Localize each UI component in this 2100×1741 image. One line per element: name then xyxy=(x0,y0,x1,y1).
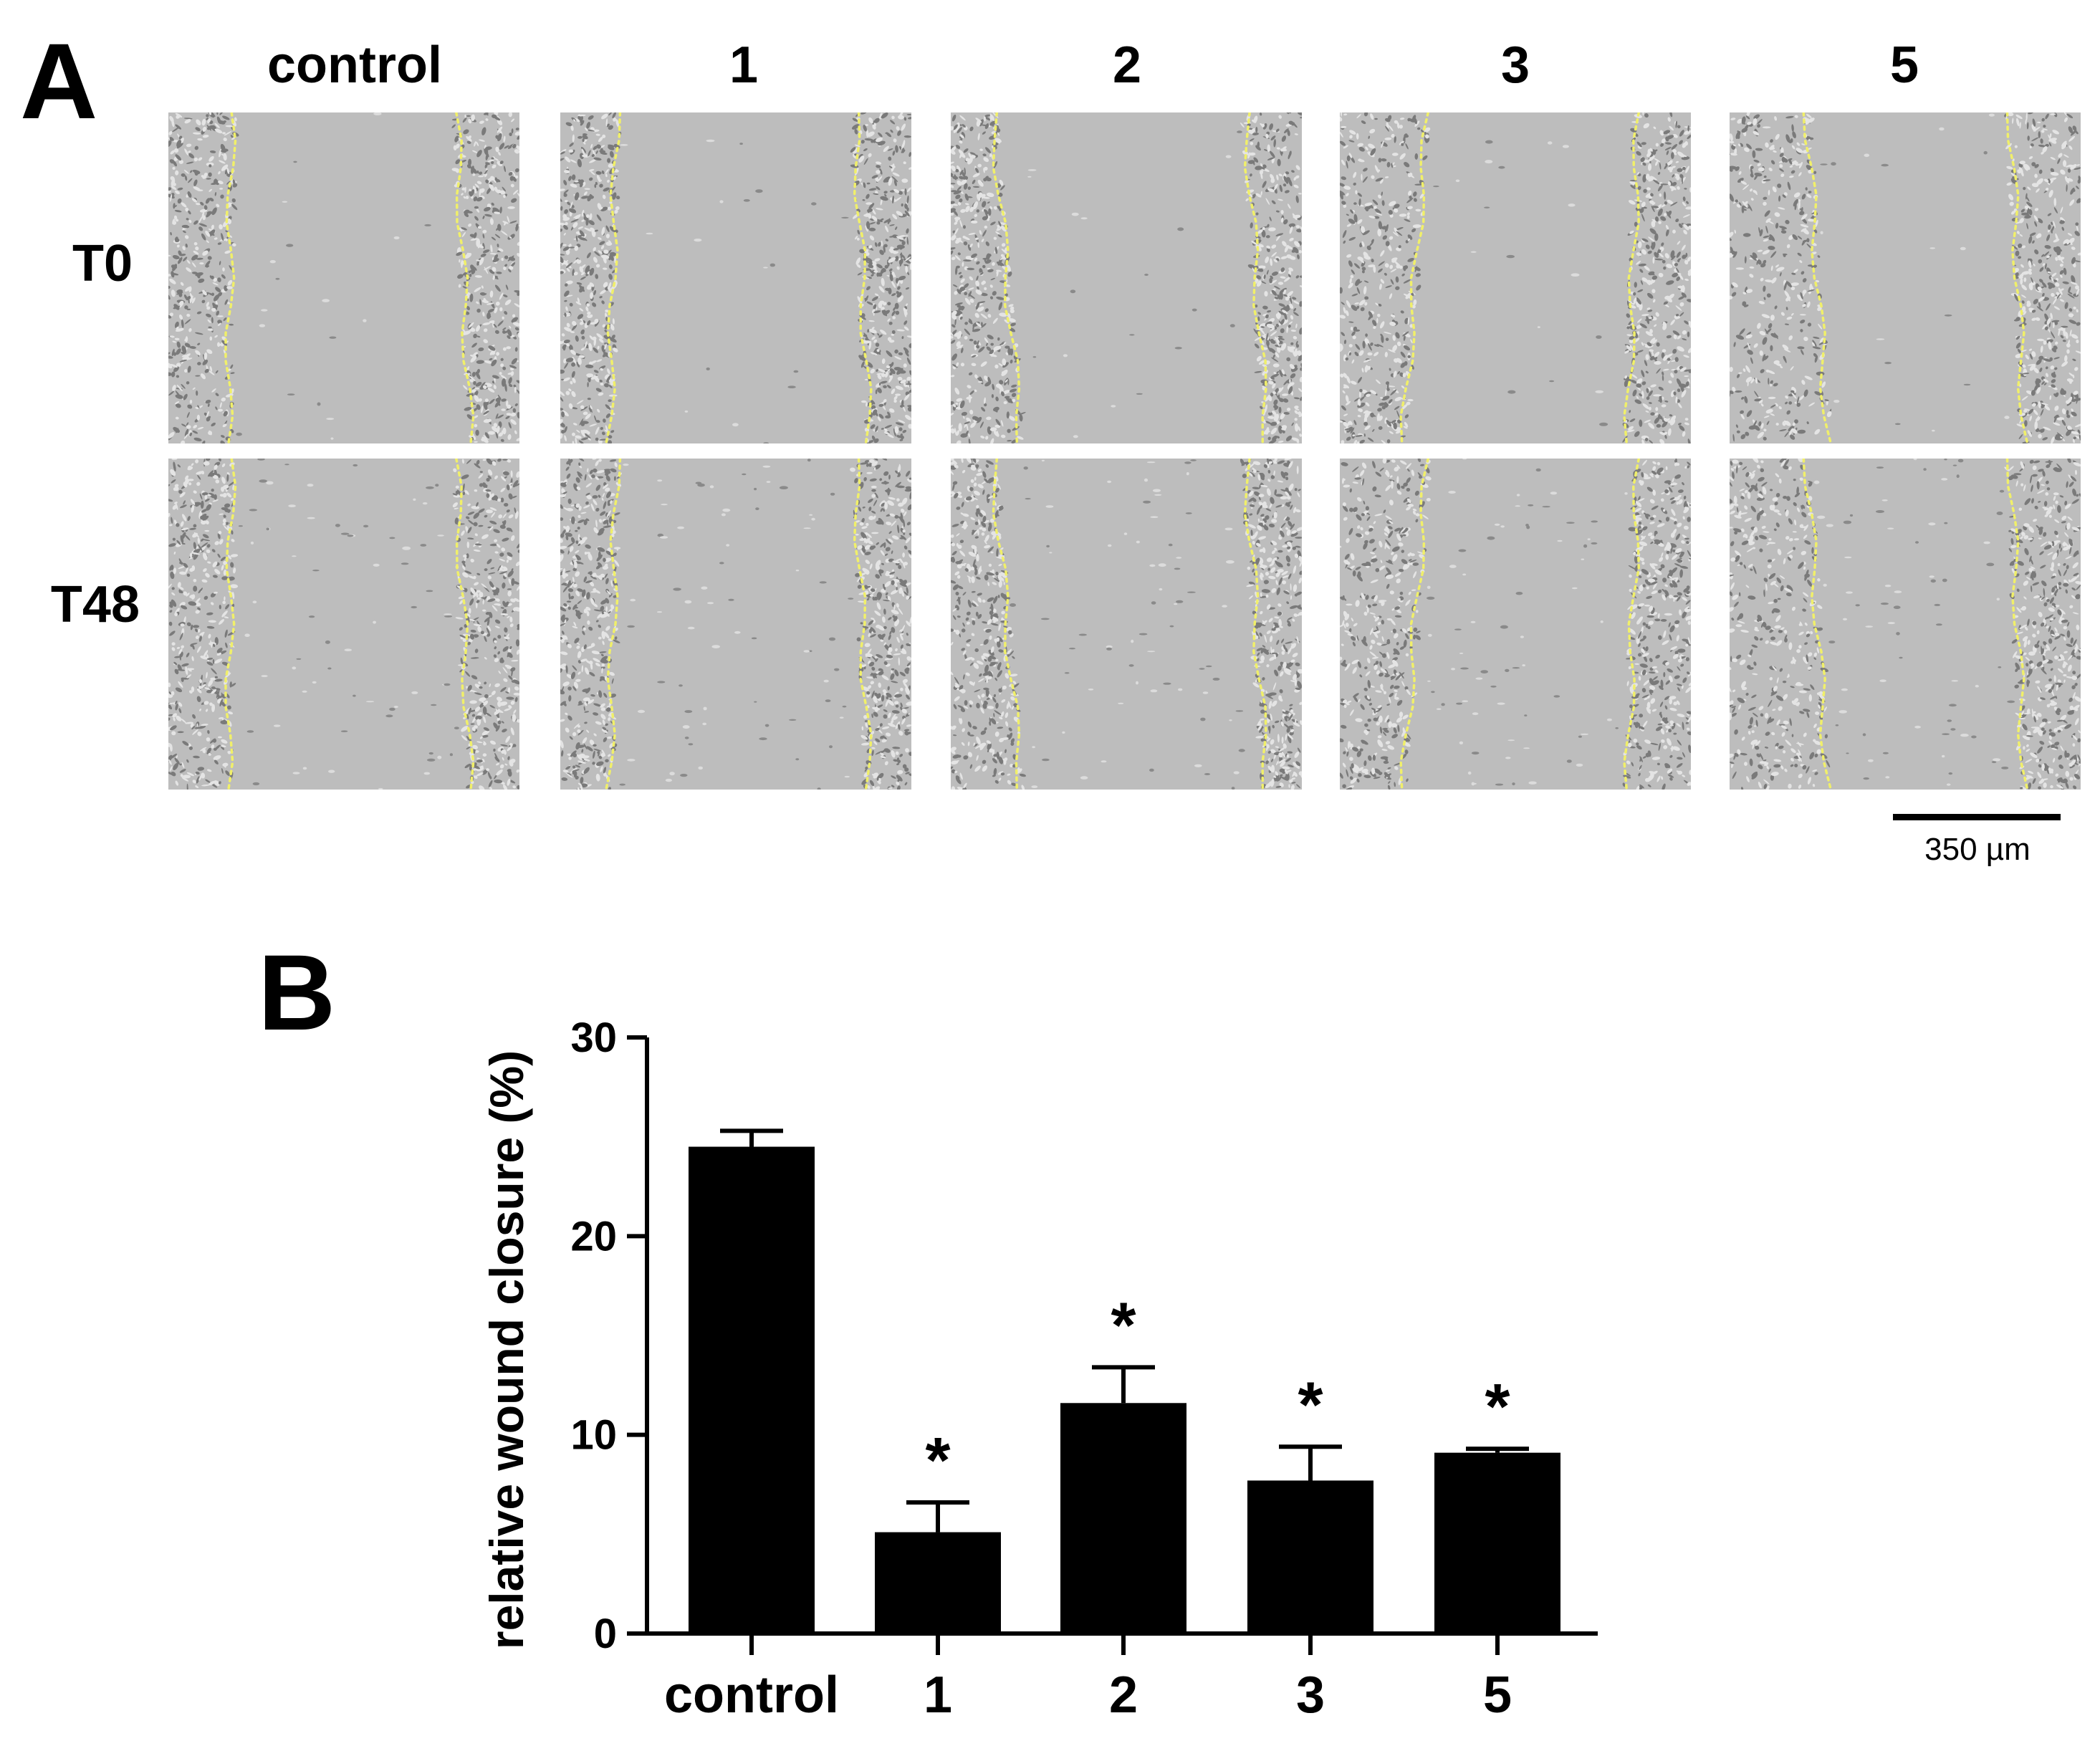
micrograph-5-T0 xyxy=(1730,112,2081,443)
scale-bar xyxy=(1893,814,2061,820)
micrograph-5-T48 xyxy=(1730,459,2081,790)
bar-3 xyxy=(1247,1480,1373,1634)
bar-5 xyxy=(1434,1452,1560,1634)
column-header-3: 3 xyxy=(1500,37,1530,94)
micrograph-control-T48 xyxy=(168,459,519,790)
scale-bar-label: 350 µm xyxy=(1924,832,2031,867)
significance-mark-3: * xyxy=(1298,1369,1323,1441)
x-tick-label-1: 1 xyxy=(924,1666,952,1724)
x-tick-label-control: control xyxy=(664,1666,839,1724)
column-header-2: 2 xyxy=(1112,37,1142,94)
bar-control xyxy=(689,1146,815,1634)
column-header-5: 5 xyxy=(1889,37,1919,94)
y-tick-label-30: 30 xyxy=(570,1015,617,1061)
column-header-control: control xyxy=(267,37,442,94)
micrograph-2-T0 xyxy=(951,112,1302,443)
x-tick-label-3: 3 xyxy=(1296,1666,1325,1724)
bar-1 xyxy=(875,1532,1001,1634)
micrograph-1-T0 xyxy=(560,112,911,443)
y-tick-label-0: 0 xyxy=(594,1611,617,1657)
y-axis-label: relative wound closure (%) xyxy=(480,1050,533,1649)
y-tick-label-10: 10 xyxy=(570,1412,617,1459)
x-tick-label-2: 2 xyxy=(1109,1666,1138,1724)
y-tick-label-20: 20 xyxy=(570,1213,617,1260)
bar-2 xyxy=(1060,1403,1186,1634)
significance-mark-5: * xyxy=(1485,1371,1510,1443)
micrograph-3-T0 xyxy=(1340,112,1691,443)
column-header-1: 1 xyxy=(729,37,759,94)
micrograph-control-T0 xyxy=(168,112,519,443)
significance-mark-2: * xyxy=(1111,1290,1136,1361)
x-tick-label-5: 5 xyxy=(1483,1666,1512,1724)
significance-mark-1: * xyxy=(925,1425,950,1497)
micrograph-2-T48 xyxy=(951,459,1302,790)
row-header-t0: T0 xyxy=(72,235,133,292)
micrograph-3-T48 xyxy=(1340,459,1691,790)
micrograph-1-T48 xyxy=(560,459,911,790)
panel-a-letter: A xyxy=(20,21,98,141)
row-header-t48: T48 xyxy=(50,576,140,633)
panel-b-letter: B xyxy=(258,932,336,1052)
